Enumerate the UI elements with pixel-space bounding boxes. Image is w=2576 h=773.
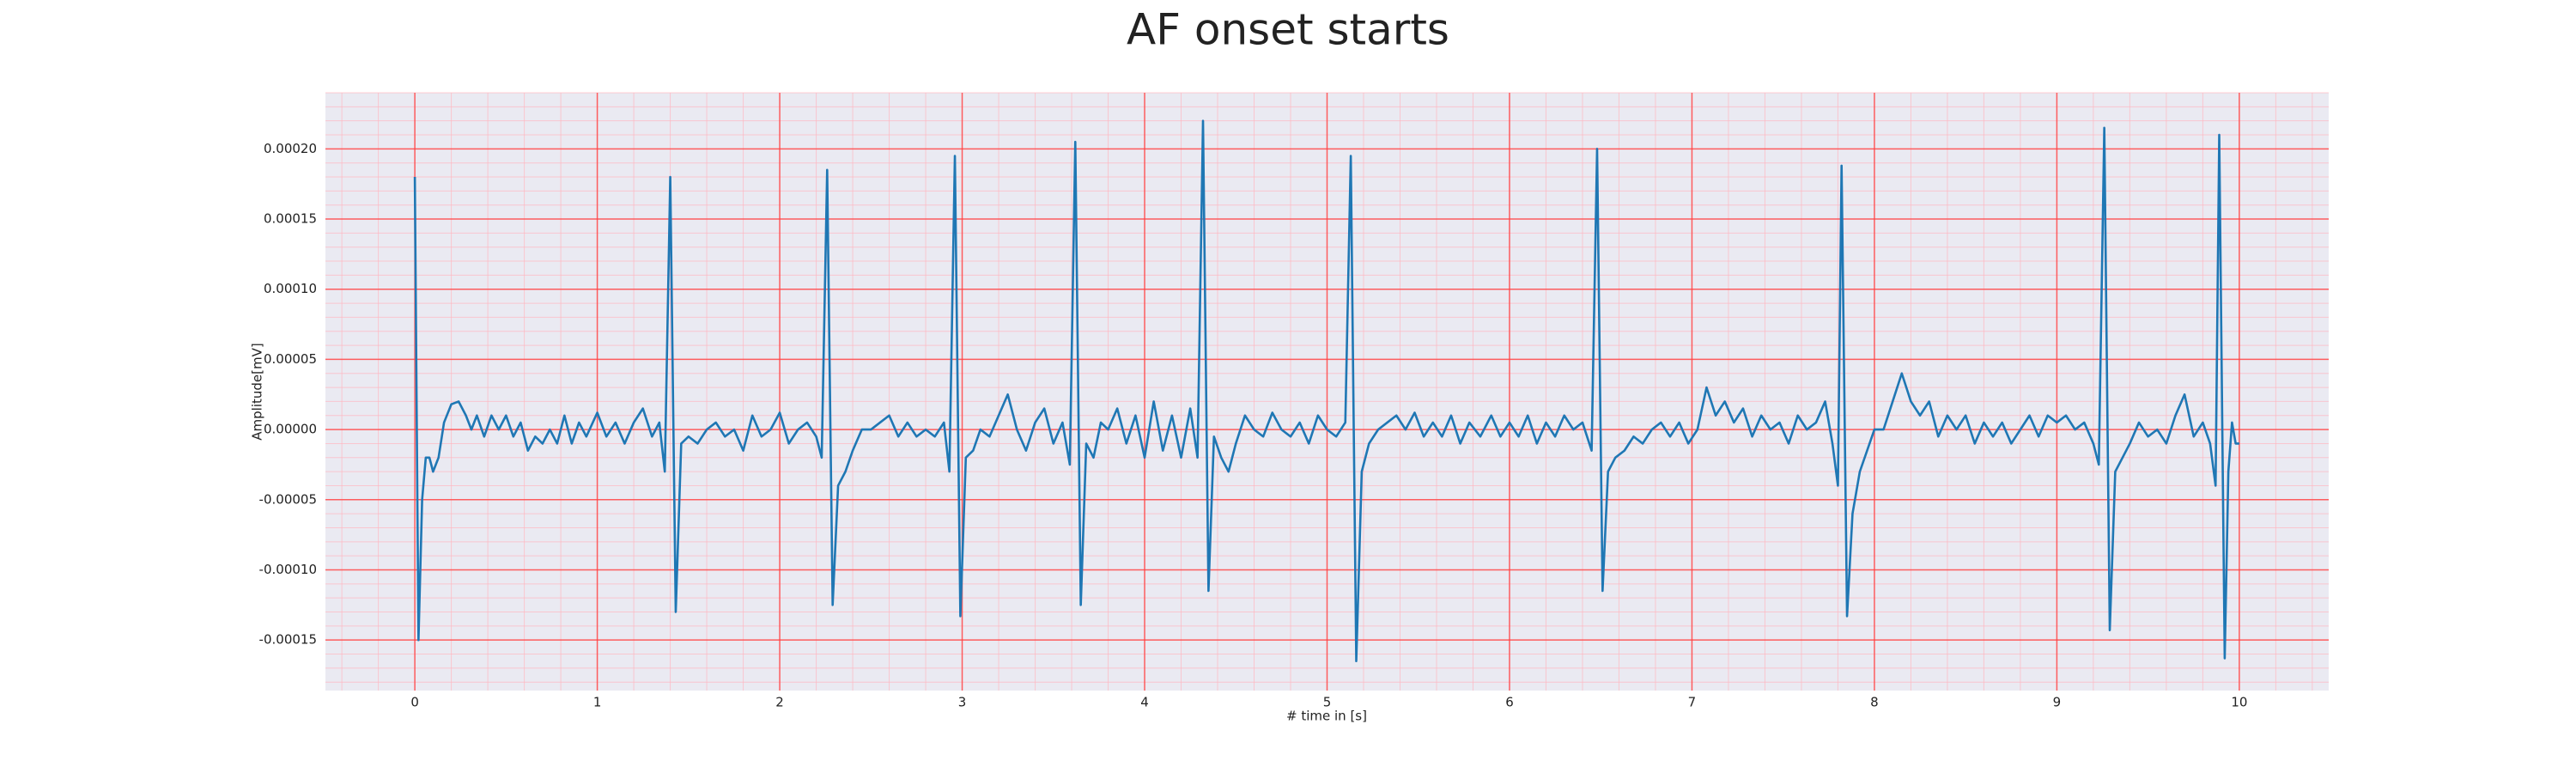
- y-axis-label: Amplitude[mV]: [250, 343, 265, 440]
- x-tick-label: 4: [1140, 695, 1149, 710]
- y-tick-label: -0.00010: [259, 562, 317, 577]
- x-tick-label: 7: [1688, 695, 1697, 710]
- x-tick-label: 10: [2231, 695, 2247, 710]
- y-tick-label: -0.00015: [259, 632, 317, 648]
- x-tick-label: 3: [958, 695, 967, 710]
- y-tick-label: 0.00020: [264, 141, 317, 156]
- y-tick-label: 0.00015: [264, 211, 317, 227]
- chart-title: AF onset starts: [1127, 5, 1449, 55]
- x-axis-label: # time in [s]: [1286, 709, 1367, 724]
- x-tick-label: 0: [410, 695, 419, 710]
- x-tick-label: 9: [2053, 695, 2062, 710]
- y-tick-label: -0.00005: [259, 491, 317, 507]
- x-tick-label: 2: [775, 695, 784, 710]
- y-tick-label: 0.00000: [264, 422, 317, 437]
- x-tick-label: 8: [1870, 695, 1879, 710]
- x-tick-label: 5: [1323, 695, 1332, 710]
- ecg-line: [413, 119, 2239, 662]
- y-tick-label: 0.00005: [264, 351, 317, 367]
- y-tick-label: 0.00010: [264, 281, 317, 296]
- x-tick-label: 1: [593, 695, 602, 710]
- x-tick-label: 6: [1505, 695, 1514, 710]
